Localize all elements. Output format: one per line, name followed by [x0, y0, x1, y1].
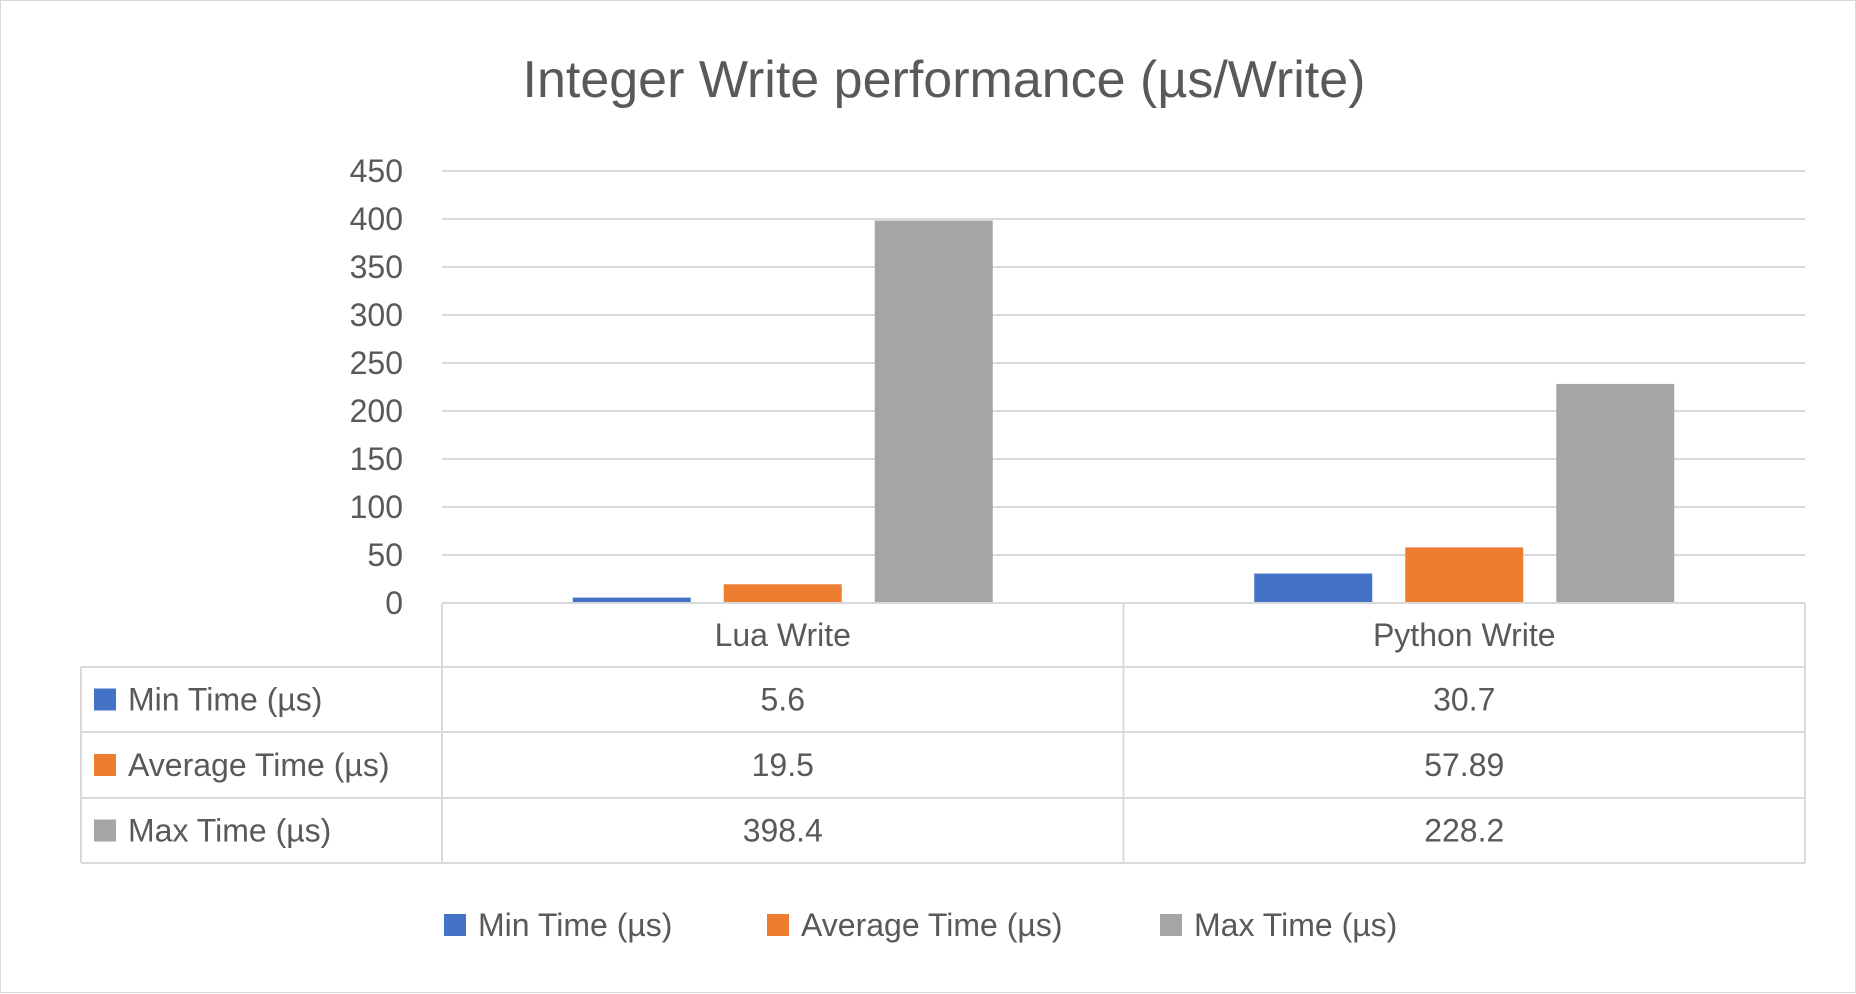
table-row-header: Min Time (µs)	[128, 682, 322, 718]
y-tick-label: 0	[385, 585, 403, 621]
gridlines	[442, 170, 1805, 556]
bar-min-time-s-python-write	[1254, 573, 1373, 603]
bar-max-time-s-python-write	[1556, 383, 1675, 603]
table-legend-key	[94, 754, 116, 776]
y-tick-label: 300	[350, 297, 403, 333]
y-tick-label: 350	[350, 249, 403, 285]
y-tick-label: 150	[350, 441, 403, 477]
legend-key	[1160, 914, 1182, 936]
y-tick-label: 100	[350, 489, 403, 525]
y-axis-ticks: 0 50 100 150 200 250 300 350 400 450	[350, 153, 403, 621]
y-tick-label: 250	[350, 345, 403, 381]
legend-key	[444, 914, 466, 936]
table-row-header: Average Time (µs)	[128, 747, 389, 783]
legend-label: Average Time (µs)	[801, 907, 1062, 943]
data-label: 5.6	[761, 682, 805, 718]
y-tick-label: 450	[350, 153, 403, 189]
y-tick-label: 200	[350, 393, 403, 429]
bar-min-time-s-lua-write	[572, 597, 691, 603]
data-label: 228.2	[1424, 813, 1504, 849]
bars	[572, 220, 1675, 603]
data-label: 398.4	[743, 813, 823, 849]
chart-title: Integer Write performance (µs/Write)	[523, 51, 1366, 109]
legend-label: Min Time (µs)	[478, 907, 672, 943]
legend-key	[767, 914, 789, 936]
legend: Min Time (µs) Average Time (µs) Max Time (…	[444, 907, 1397, 943]
legend-label: Max Time (µs)	[1194, 907, 1397, 943]
x-category-label: Python Write	[1373, 617, 1556, 653]
data-label: 57.89	[1424, 747, 1504, 783]
bar-average-time-s-lua-write	[723, 584, 842, 603]
data-label: 30.7	[1433, 682, 1495, 718]
table-legend-key	[94, 819, 116, 842]
y-tick-label: 400	[350, 201, 403, 237]
y-tick-label: 50	[367, 537, 403, 573]
data-table: Lua Write Python Write Min Time (µs) 5.6 30.…	[80, 602, 1806, 864]
data-label: 19.5	[752, 747, 814, 783]
table-row-header: Max Time (µs)	[128, 813, 331, 849]
x-category-label: Lua Write	[715, 617, 851, 653]
bar-average-time-s-python-write	[1405, 547, 1524, 603]
table-legend-key	[94, 688, 116, 711]
bar-max-time-s-lua-write	[874, 220, 993, 603]
